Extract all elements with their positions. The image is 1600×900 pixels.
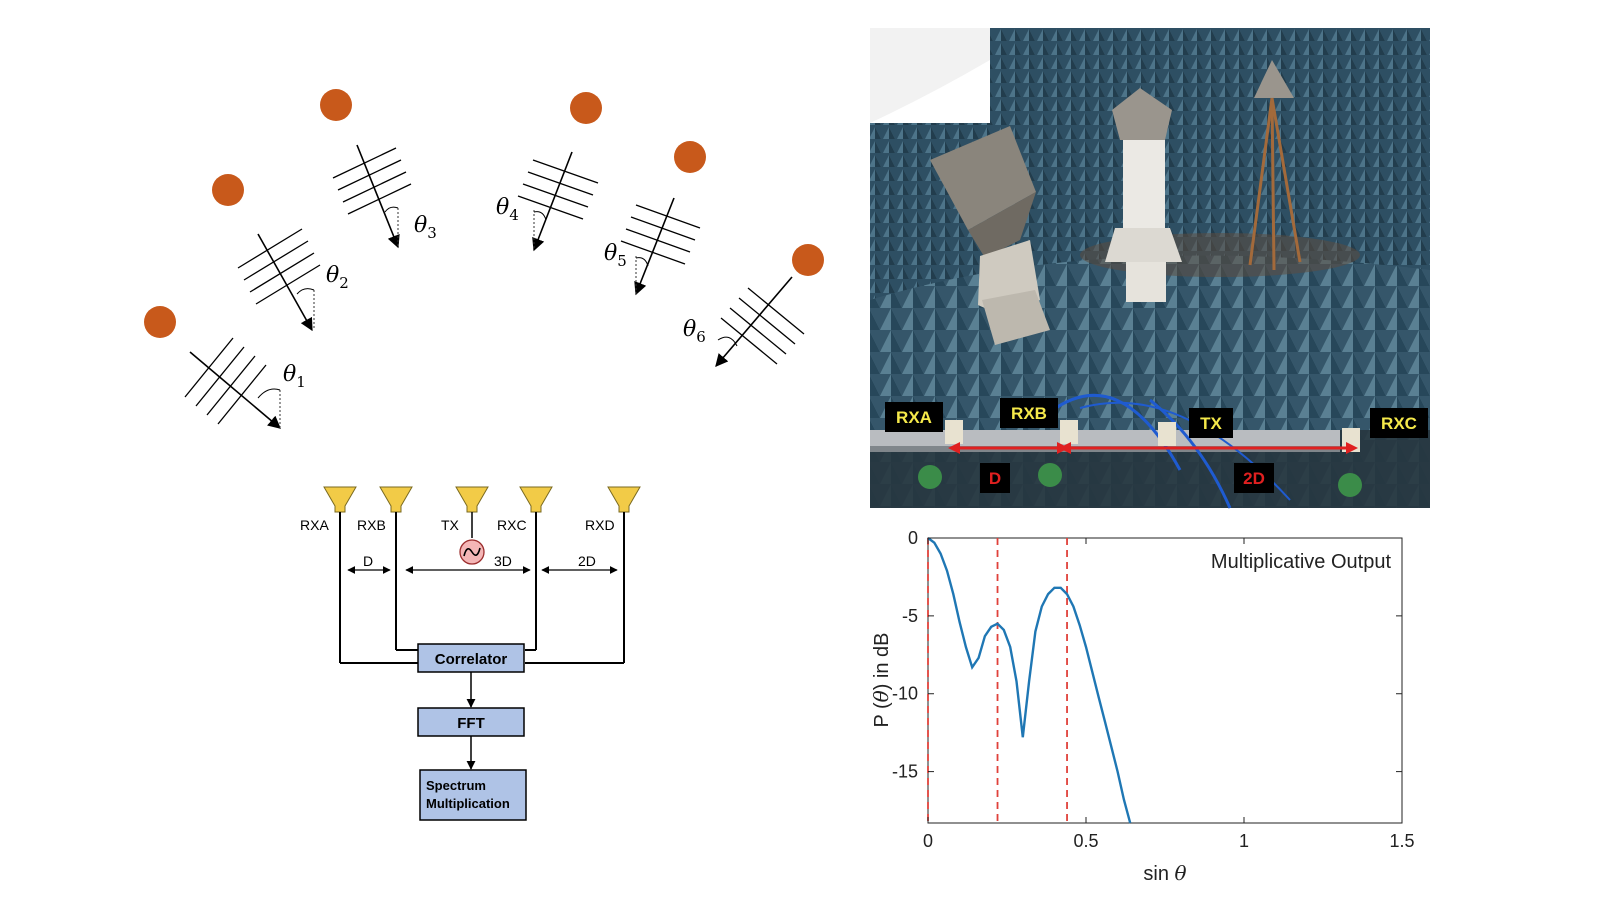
arrival-group-6: θ6 — [683, 244, 824, 367]
spacing-label-3d: 3D — [494, 553, 512, 569]
photo-tag-2d: 2D — [1234, 463, 1274, 493]
spacing-label-d: D — [363, 553, 373, 569]
tripod-antenna — [1248, 60, 1302, 271]
svg-text:θ4: θ4 — [496, 195, 519, 224]
x-axis-label: sin θ — [1143, 861, 1186, 885]
antenna-label-rxd: RXD — [585, 517, 615, 533]
correlator-label: Correlator — [435, 651, 508, 668]
svg-text:RXB: RXB — [1011, 404, 1047, 423]
legend-text: Multiplicative Output — [1211, 551, 1392, 573]
arrival-group-2: θ2 — [212, 174, 349, 332]
angle-label-6: θ — [683, 317, 696, 342]
horn-antenna-left — [930, 126, 1050, 345]
antenna-label-rxc: RXC — [497, 517, 527, 533]
photo-tag-rxc: RXC — [1370, 408, 1428, 438]
svg-text:θ1: θ1 — [283, 362, 306, 391]
signal-source-2 — [212, 174, 244, 206]
spectrum-label-line2: Multiplication — [426, 796, 510, 811]
antenna-label-tx: TX — [441, 517, 460, 533]
y-tick-label: 0 — [908, 528, 918, 548]
arrival-angle-diagram: θ1 θ2 θ3 θ4 — [144, 89, 824, 429]
horn-antenna-center — [1105, 88, 1182, 302]
svg-text:RXC: RXC — [1381, 414, 1417, 433]
spectrum-multiplication-block — [419, 769, 527, 821]
angle-label-2: θ — [326, 263, 339, 288]
y-tick-label: -10 — [892, 684, 918, 704]
series-line — [927, 537, 1132, 824]
x-tick-label: 1 — [1239, 831, 1249, 851]
photo-tag-d: D — [980, 463, 1010, 493]
angle-label-5: θ — [604, 241, 617, 266]
svg-text:TX: TX — [1200, 414, 1222, 433]
svg-text:θ3: θ3 — [414, 213, 437, 242]
system-block-diagram: RXA RXB TX RXC RXD D 3D 2D Correlator FF… — [300, 486, 641, 821]
photo-tag-rxb: RXB — [1000, 398, 1058, 428]
signal-source-1 — [144, 306, 176, 338]
photo-tag-rxa: RXA — [885, 402, 943, 432]
fft-label: FFT — [457, 715, 485, 732]
antenna-label-rxb: RXB — [357, 517, 386, 533]
power-spectrum-chart: 0 0.5 1 1.5 0 -5 -10 -15 Multiplicative Output… — [869, 528, 1415, 885]
angle-label-4: θ — [496, 195, 509, 220]
angle-label-1: θ — [283, 362, 296, 387]
svg-text:2D: 2D — [1243, 469, 1265, 488]
signal-source-3 — [320, 89, 352, 121]
arrival-group-4: θ4 — [496, 92, 602, 252]
x-tick-label: 0.5 — [1073, 831, 1098, 851]
signal-source-6 — [792, 244, 824, 276]
y-tick-label: -15 — [892, 762, 918, 782]
spectrum-label-line1: Spectrum — [426, 778, 486, 793]
antenna-rxc: RXC — [497, 486, 553, 533]
antenna-rxb: RXB — [357, 486, 413, 533]
svg-text:θ2: θ2 — [326, 263, 349, 292]
svg-text:θ6: θ6 — [683, 317, 706, 346]
plot-area — [927, 537, 1403, 824]
photo-tag-tx: TX — [1189, 408, 1233, 438]
arrival-group-5: θ5 — [604, 141, 706, 296]
spacing-label-2d: 2D — [578, 553, 596, 569]
svg-text:D: D — [989, 469, 1001, 488]
signal-source-5 — [674, 141, 706, 173]
x-tick-label: 1.5 — [1389, 831, 1414, 851]
anechoic-chamber-photo: RXA RXB TX RXC D 2D — [870, 28, 1430, 509]
antenna-rxd: RXD — [585, 486, 641, 533]
signal-source-4 — [570, 92, 602, 124]
antenna-tx: TX — [441, 486, 489, 533]
svg-text:θ5: θ5 — [604, 241, 627, 270]
antenna-label-rxa: RXA — [300, 517, 329, 533]
svg-text:RXA: RXA — [896, 408, 932, 427]
angle-label-3: θ — [414, 213, 427, 238]
antenna-rxa: RXA — [300, 486, 357, 533]
arrival-group-1: θ1 — [144, 306, 306, 429]
arrival-group-3: θ3 — [320, 89, 437, 249]
y-axis-label: P (θ) in dB — [869, 632, 893, 727]
x-tick-label: 0 — [923, 831, 933, 851]
y-tick-label: -5 — [902, 606, 918, 626]
